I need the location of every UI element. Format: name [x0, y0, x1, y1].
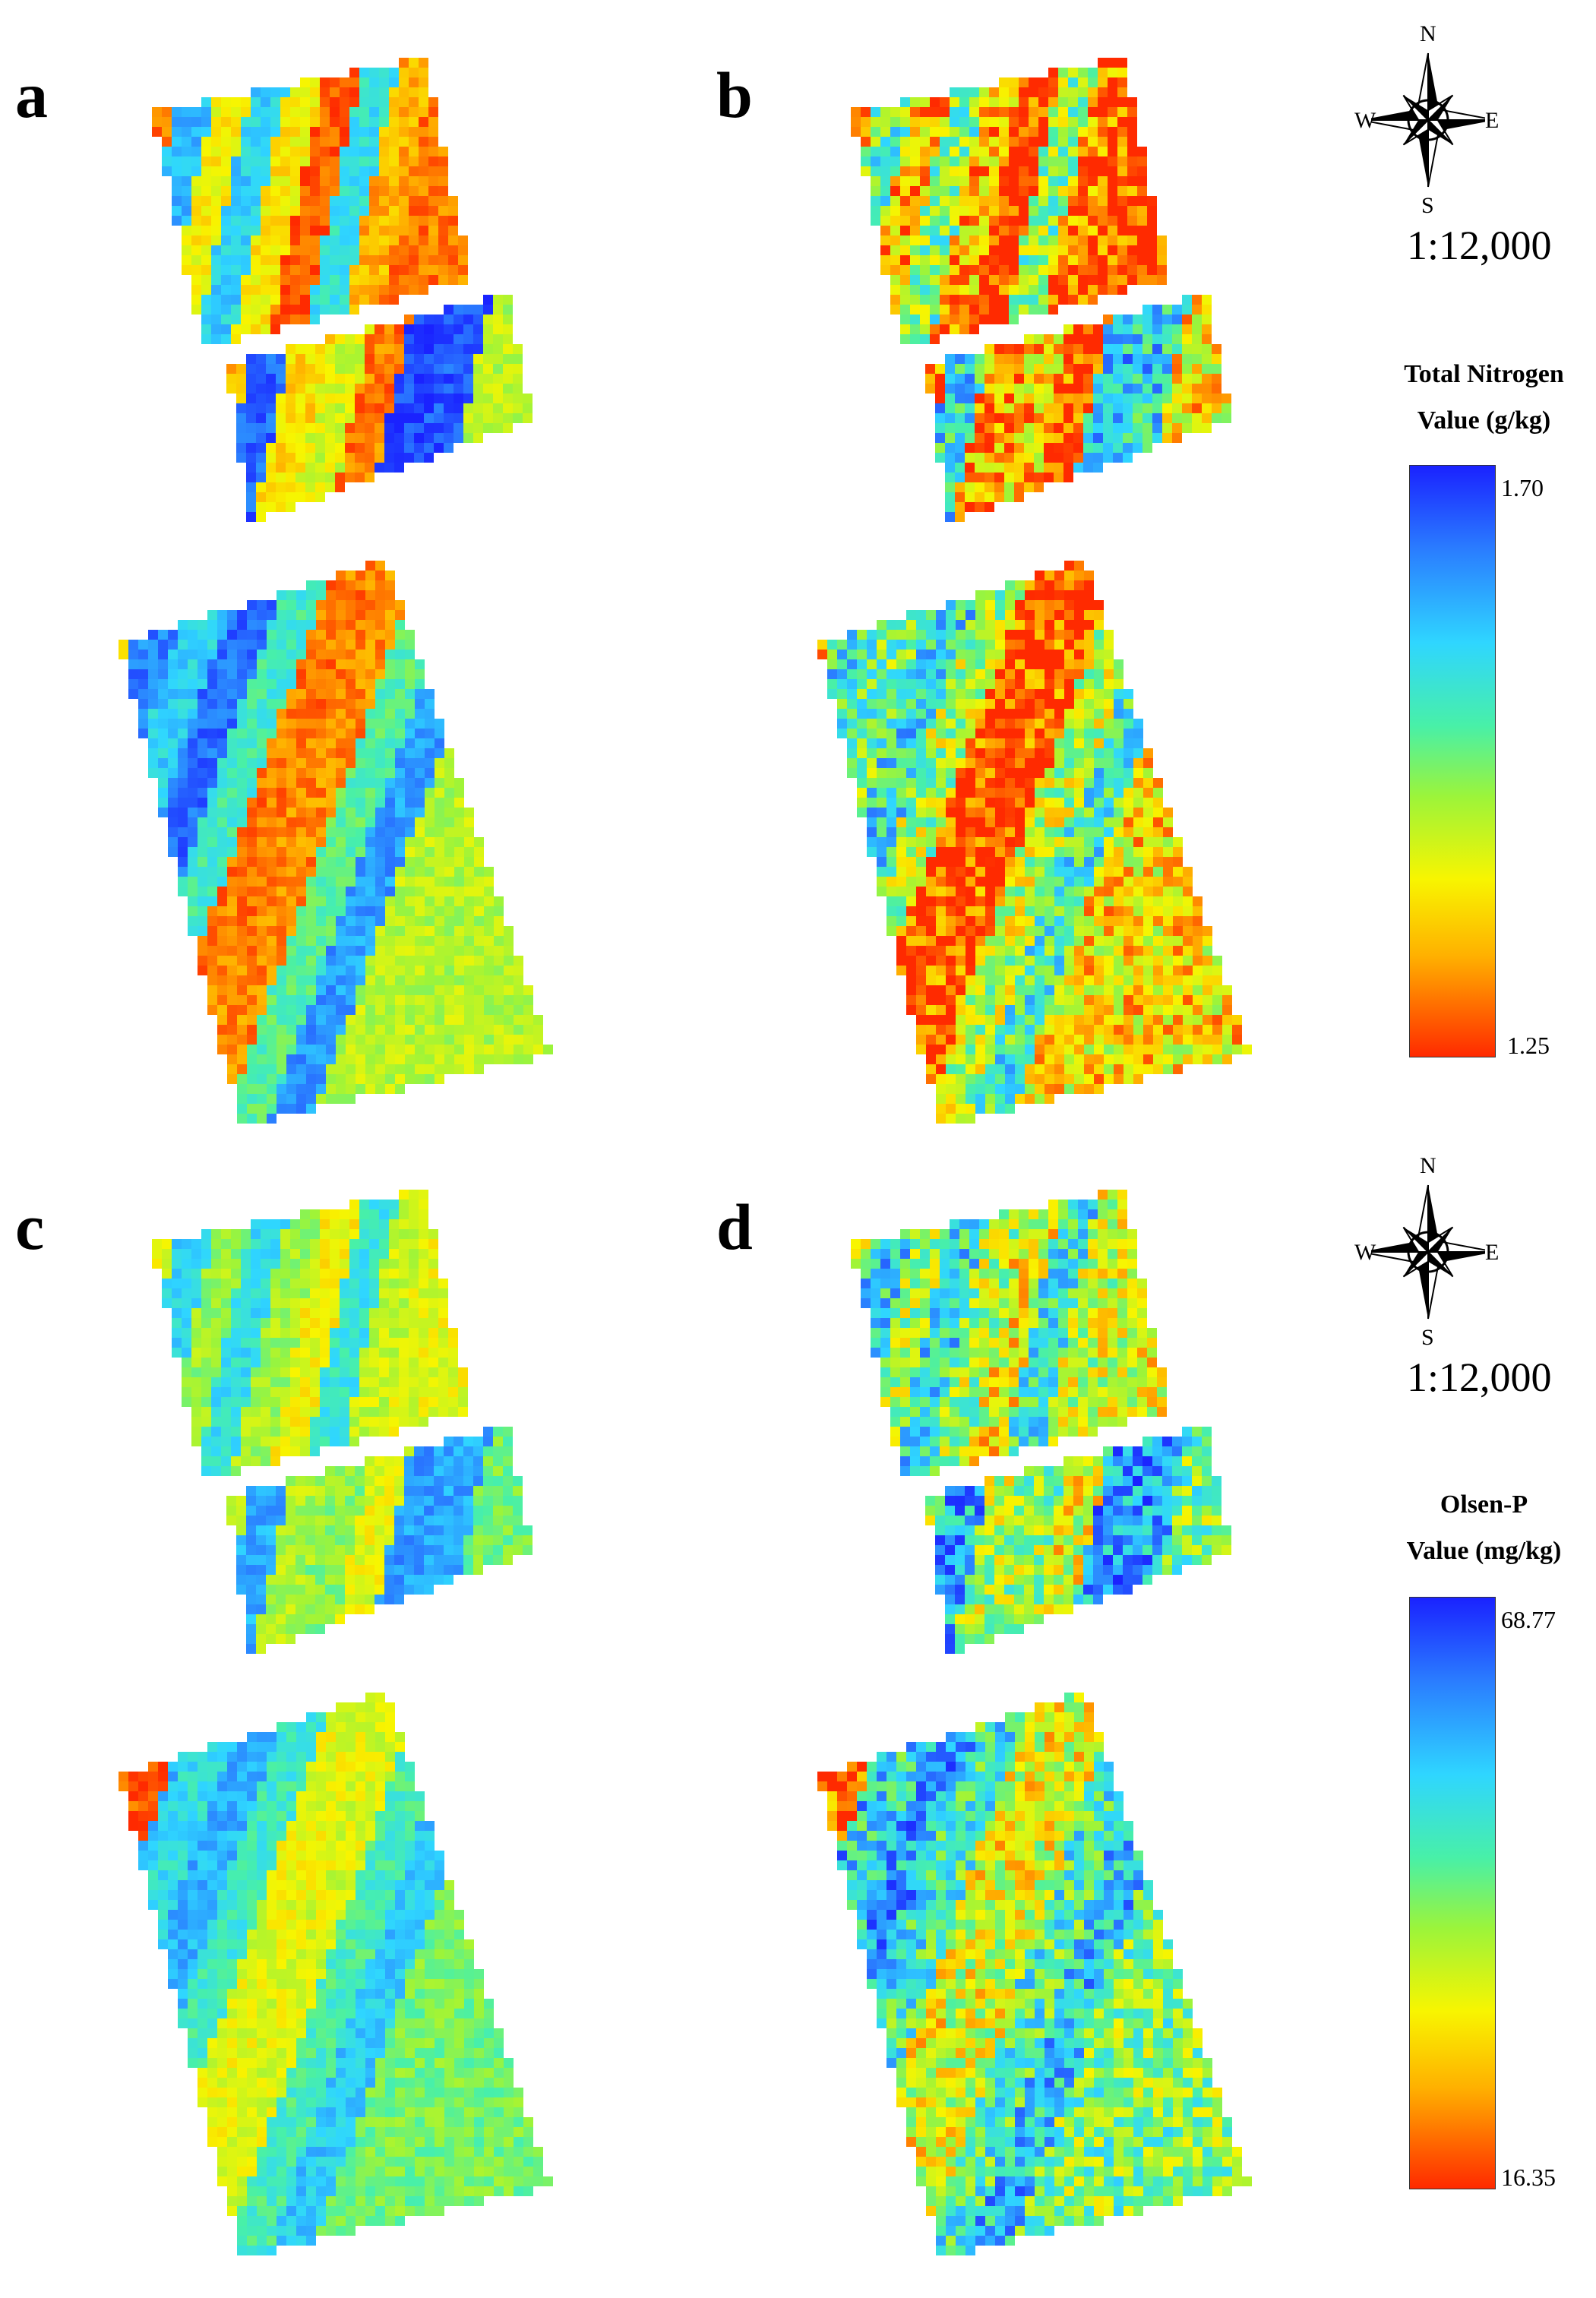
- legend-title-op-line2: Value (mg/kg): [1406, 1537, 1562, 1566]
- field-map-a: [119, 58, 553, 1124]
- panel-label-d: d: [716, 1190, 753, 1263]
- compass-e: E: [1485, 1240, 1500, 1265]
- legend-max-tn: 1.70: [1501, 474, 1544, 501]
- compass-w: W: [1354, 1240, 1376, 1265]
- legend-title-op: Olsen-P Value (mg/kg): [1387, 1481, 1581, 1574]
- legend-title-tn-line1: Total Nitrogen: [1404, 360, 1564, 388]
- compass-w: W: [1354, 108, 1376, 133]
- panel-label-b: b: [716, 58, 753, 131]
- north-arrow-top: N S W E: [1354, 21, 1499, 217]
- panel-label-a: a: [15, 58, 48, 131]
- compass-rose-icon: [1361, 1184, 1496, 1320]
- scale-text-bottom: 1:12,000: [1407, 1354, 1552, 1400]
- legend-colorbar-op: [1409, 1597, 1496, 2189]
- legend-min-op: 16.35: [1501, 2164, 1556, 2191]
- north-arrow-bottom: N S W E: [1354, 1153, 1499, 1349]
- scale-text-top: 1:12,000: [1407, 223, 1552, 268]
- compass-s: S: [1421, 193, 1434, 218]
- field-map-c: [119, 1190, 553, 2255]
- panel-label-c: c: [15, 1190, 45, 1263]
- compass-rose-icon: [1361, 52, 1496, 188]
- field-map-d: [817, 1190, 1252, 2255]
- legend-colorbar-tn: [1409, 465, 1496, 1057]
- legend-max-op: 68.77: [1501, 1606, 1556, 1633]
- legend-title-op-line1: Olsen-P: [1440, 1490, 1528, 1519]
- compass-e: E: [1485, 108, 1500, 133]
- compass-s: S: [1421, 1325, 1434, 1350]
- legend-title-tn: Total Nitrogen Value (g/kg): [1387, 351, 1581, 444]
- compass-n: N: [1420, 21, 1436, 46]
- legend-min-tn: 1.25: [1507, 1032, 1550, 1059]
- compass-n: N: [1420, 1153, 1436, 1178]
- legend-title-tn-line2: Value (g/kg): [1417, 406, 1551, 435]
- field-map-b: [817, 58, 1252, 1124]
